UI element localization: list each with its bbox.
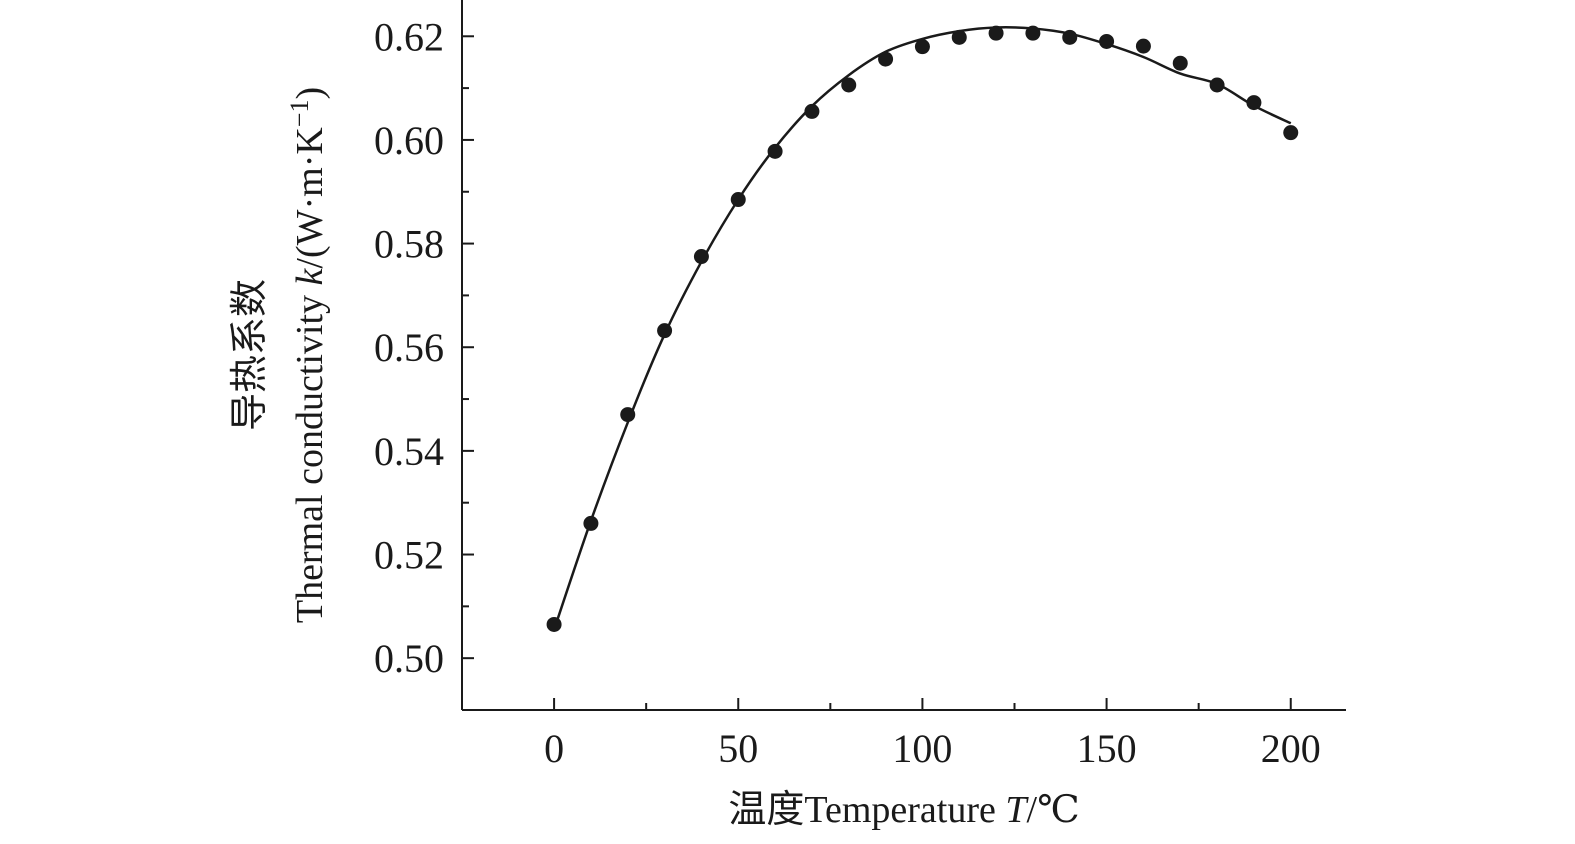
y-tick-label: 0.56 — [374, 325, 444, 370]
data-points — [546, 25, 1299, 632]
data-point — [546, 616, 562, 632]
data-point — [767, 143, 783, 159]
tick-labels: 0 50 100 150 200 0.50 0.52 0.54 0.56 0.58 0.60 0.62 — [374, 14, 1321, 771]
data-point — [620, 407, 636, 423]
y-axis-label-unit-close: ) — [289, 87, 331, 100]
data-point — [1209, 77, 1225, 93]
data-point — [693, 249, 709, 265]
y-axis-label-en: Thermal conductivity k/(W·m·K−1) — [285, 87, 332, 623]
data-point — [1246, 95, 1262, 111]
x-axis-label: 温度Temperature T/℃ — [728, 789, 1079, 831]
y-tick-label: 0.60 — [374, 118, 444, 163]
x-tick-label: 200 — [1261, 726, 1321, 771]
data-point — [1062, 29, 1078, 45]
y-axis-label-unit-exp: −1 — [285, 100, 314, 128]
data-point — [730, 192, 746, 208]
x-tick-label: 100 — [892, 726, 952, 771]
y-axis-label-var: k — [289, 267, 331, 285]
data-point — [1172, 55, 1188, 71]
data-point — [914, 39, 930, 55]
data-point — [657, 323, 673, 339]
x-tick-label: 50 — [718, 726, 758, 771]
data-point — [804, 103, 820, 119]
y-axis-label-unit: /(W·m·K — [289, 127, 331, 269]
data-point — [583, 515, 599, 531]
x-axis-label-cn: 温度 — [728, 789, 804, 831]
y-tick-label: 0.58 — [374, 222, 444, 267]
data-point — [1135, 38, 1151, 54]
data-point — [951, 29, 967, 45]
data-point — [1283, 125, 1299, 141]
y-tick-label: 0.52 — [374, 533, 444, 578]
y-axis-label-cn: 导热系数 — [229, 279, 271, 431]
y-tick-label: 0.50 — [374, 636, 444, 681]
x-axis-label-var: T — [1005, 789, 1029, 831]
data-point — [1099, 33, 1115, 49]
x-axis-label-en: Temperature — [804, 789, 1005, 831]
y-tick-label: 0.54 — [374, 429, 444, 474]
y-axis-label-en-text: Thermal conductivity — [289, 285, 331, 623]
data-point — [1025, 25, 1041, 41]
data-point — [841, 77, 857, 93]
ticks — [462, 35, 1292, 710]
fit-curve — [552, 26, 1292, 631]
data-point — [878, 51, 894, 67]
x-tick-label: 150 — [1077, 726, 1137, 771]
x-axis-label-unit: /℃ — [1027, 789, 1080, 831]
data-point — [988, 25, 1004, 41]
x-tick-label: 0 — [544, 726, 564, 771]
axes — [461, 0, 1346, 711]
y-tick-label: 0.62 — [374, 14, 444, 59]
